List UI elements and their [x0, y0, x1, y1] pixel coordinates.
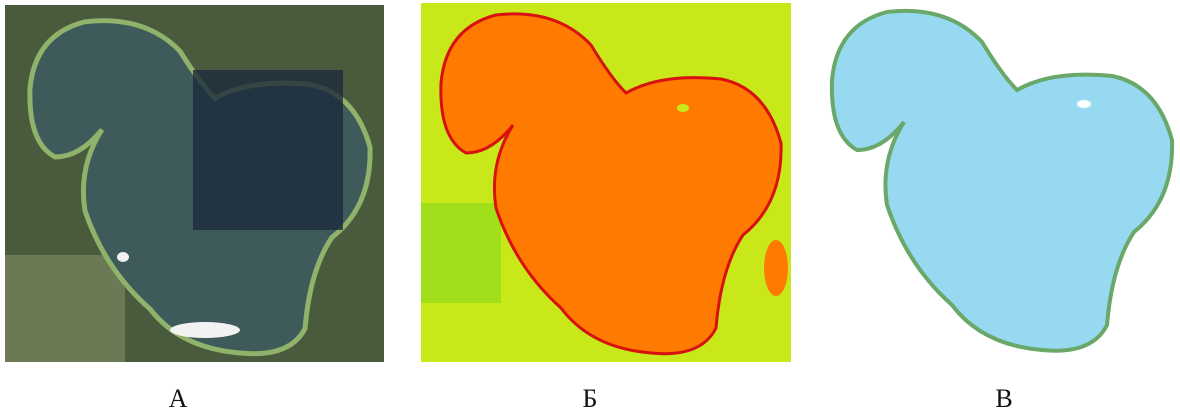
island: [677, 104, 689, 112]
panel-label: А: [168, 384, 188, 413]
clouds: [170, 322, 240, 338]
water-mask: [812, 0, 1180, 362]
classification-map: [421, 3, 791, 362]
small-lake: [764, 240, 788, 296]
vegetation: [421, 203, 501, 303]
satellite-image: [5, 5, 384, 362]
panel-label: В: [995, 384, 1013, 413]
cloud: [117, 252, 129, 262]
island: [1077, 100, 1091, 108]
panel-label: Б: [582, 384, 598, 413]
dark-tile: [193, 70, 343, 230]
fields: [5, 255, 125, 362]
